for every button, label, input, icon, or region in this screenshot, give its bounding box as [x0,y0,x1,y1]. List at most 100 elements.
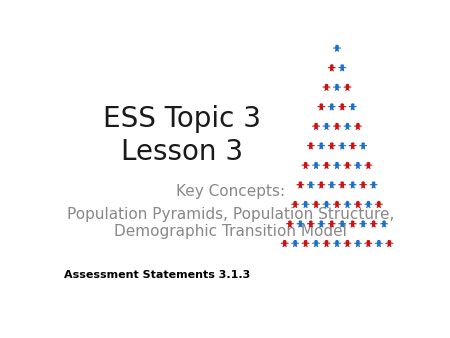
Circle shape [320,142,323,145]
Circle shape [314,201,318,203]
Polygon shape [341,106,343,109]
Circle shape [377,201,381,203]
Polygon shape [304,243,307,245]
Polygon shape [304,203,307,207]
Polygon shape [325,203,328,207]
Circle shape [377,240,381,243]
Text: Lesson 3: Lesson 3 [121,139,243,167]
Polygon shape [346,243,349,245]
Circle shape [283,240,287,243]
Polygon shape [315,203,317,207]
Circle shape [346,162,349,165]
Polygon shape [357,243,359,245]
Polygon shape [372,223,375,226]
Polygon shape [336,47,338,50]
Circle shape [304,162,307,165]
Circle shape [309,220,313,223]
Circle shape [361,142,365,145]
Circle shape [293,240,297,243]
Circle shape [330,103,333,106]
Circle shape [325,123,328,125]
Circle shape [304,201,307,203]
Polygon shape [351,106,354,109]
Circle shape [351,182,355,184]
Polygon shape [346,203,349,207]
Polygon shape [346,125,349,128]
Circle shape [298,220,302,223]
Polygon shape [325,125,328,128]
Polygon shape [357,165,359,167]
Circle shape [335,45,339,47]
Text: Assessment Statements 3.1.3: Assessment Statements 3.1.3 [64,270,250,280]
Polygon shape [330,106,333,109]
Circle shape [309,142,313,145]
Polygon shape [336,203,338,207]
Polygon shape [351,145,354,148]
Circle shape [320,220,323,223]
Circle shape [340,182,344,184]
Circle shape [314,162,318,165]
Circle shape [325,84,328,87]
Polygon shape [325,87,328,89]
Polygon shape [357,125,359,128]
Text: ESS Topic 3: ESS Topic 3 [103,105,261,132]
Polygon shape [310,145,312,148]
Circle shape [346,84,349,87]
Polygon shape [362,145,364,148]
Polygon shape [330,223,333,226]
Polygon shape [320,184,323,187]
Circle shape [356,201,360,203]
Text: Key Concepts:: Key Concepts: [176,184,285,199]
Circle shape [351,142,355,145]
Polygon shape [341,67,343,70]
Polygon shape [357,203,359,207]
Circle shape [335,201,339,203]
Polygon shape [315,125,317,128]
Polygon shape [367,243,369,245]
Text: Population Pyramids, Population Structure,
Demographic Transition Model: Population Pyramids, Population Structur… [67,207,394,239]
Circle shape [330,182,333,184]
Polygon shape [341,145,343,148]
Circle shape [367,201,370,203]
Polygon shape [378,203,380,207]
Polygon shape [330,67,333,70]
Polygon shape [388,243,391,245]
Polygon shape [367,165,369,167]
Circle shape [382,220,386,223]
Polygon shape [315,243,317,245]
Circle shape [325,162,328,165]
Polygon shape [315,165,317,167]
Circle shape [304,240,307,243]
Circle shape [387,240,391,243]
Circle shape [351,220,355,223]
Polygon shape [336,87,338,89]
Circle shape [330,220,333,223]
Circle shape [367,162,370,165]
Polygon shape [325,165,328,167]
Circle shape [309,182,313,184]
Polygon shape [362,223,364,226]
Circle shape [320,182,323,184]
Circle shape [361,182,365,184]
Polygon shape [299,223,302,226]
Circle shape [330,64,333,67]
Circle shape [340,64,344,67]
Circle shape [325,240,328,243]
Polygon shape [341,223,343,226]
Polygon shape [288,223,291,226]
Circle shape [298,182,302,184]
Circle shape [320,103,323,106]
Circle shape [346,240,349,243]
Circle shape [372,182,375,184]
Circle shape [293,201,297,203]
Circle shape [356,240,360,243]
Circle shape [361,220,365,223]
Polygon shape [336,243,338,245]
Polygon shape [346,87,349,89]
Circle shape [335,162,339,165]
Polygon shape [294,243,297,245]
Polygon shape [330,145,333,148]
Circle shape [335,240,339,243]
Polygon shape [325,243,328,245]
Polygon shape [304,165,307,167]
